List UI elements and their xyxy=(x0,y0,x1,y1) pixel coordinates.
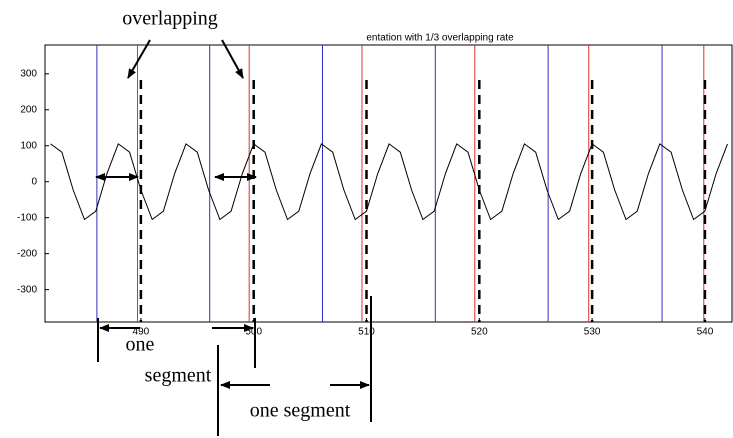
x-tick-label: 540 xyxy=(697,327,714,338)
annotation: one xyxy=(126,334,155,356)
y-tick-label: -100 xyxy=(17,212,37,223)
plot-frame xyxy=(44,44,733,323)
y-tick-label: -300 xyxy=(17,284,37,295)
annotation: segment xyxy=(145,365,212,387)
x-tick-label: 530 xyxy=(584,327,601,338)
y-tick-label: 0 xyxy=(31,176,37,187)
y-tick-label: 100 xyxy=(20,140,37,151)
x-tick-label: 500 xyxy=(245,327,262,338)
x-tick-label: 520 xyxy=(471,327,488,338)
y-tick-label: 300 xyxy=(20,68,37,79)
x-tick-label: 490 xyxy=(133,327,150,338)
annotation-arrow xyxy=(221,39,244,79)
chart-title: entation with 1/3 overlapping rate xyxy=(366,33,514,44)
annotation-arrow xyxy=(127,39,151,79)
x-tick-label: 510 xyxy=(358,327,375,338)
annotation: overlapping xyxy=(122,8,218,30)
plot-area xyxy=(50,45,728,322)
y-tick-label: 200 xyxy=(20,104,37,115)
y-tick-label: -200 xyxy=(17,248,37,259)
annotation: one segment xyxy=(250,400,351,422)
signal-line xyxy=(50,143,728,221)
